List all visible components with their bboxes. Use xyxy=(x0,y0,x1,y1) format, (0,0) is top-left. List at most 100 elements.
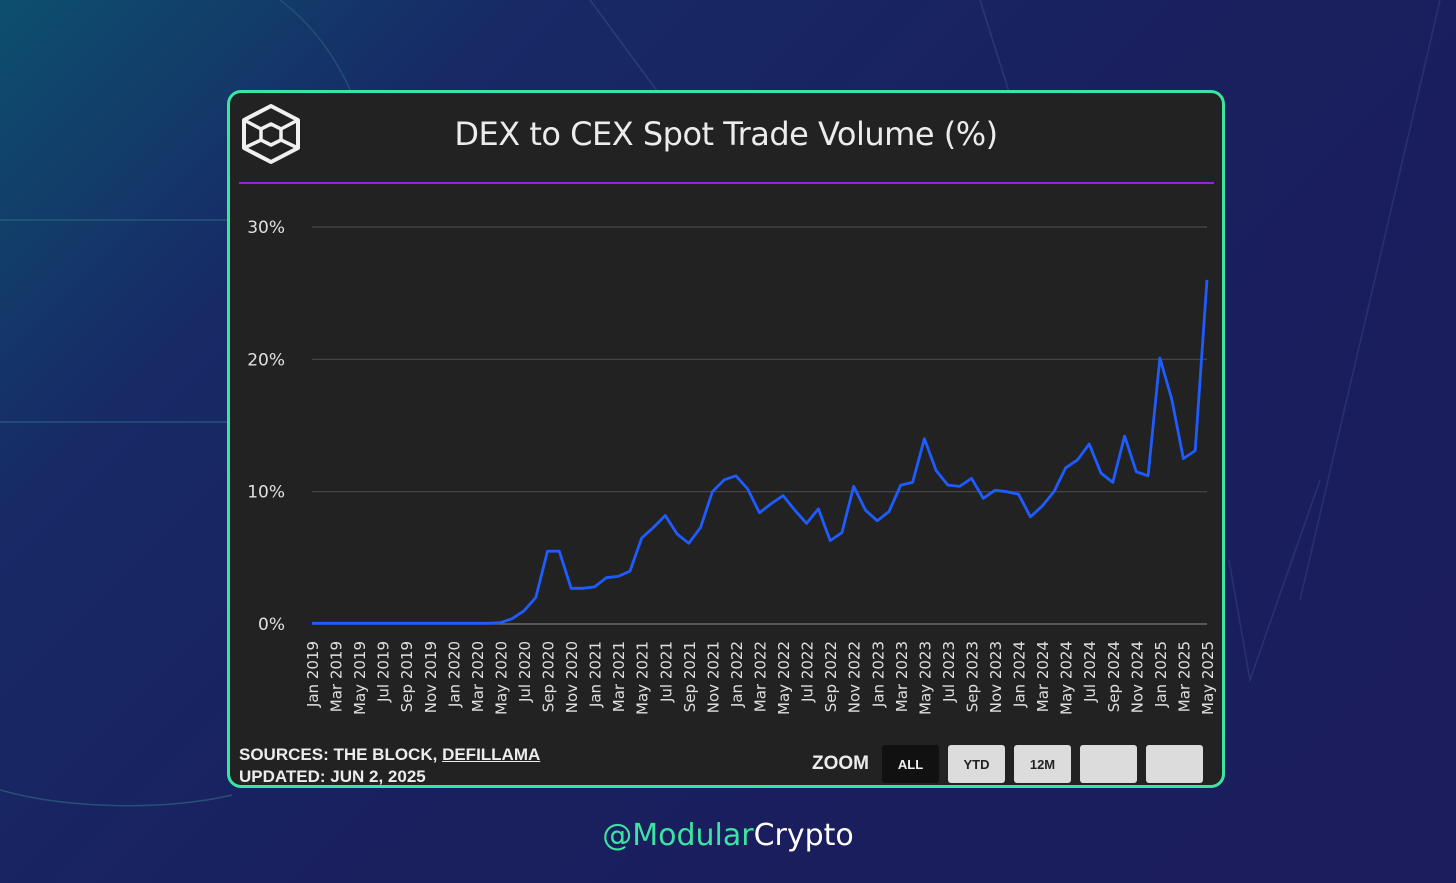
x-tick-label: Sep 2019 xyxy=(398,641,416,712)
x-tick-label: May 2021 xyxy=(634,641,652,715)
data-point xyxy=(1110,479,1116,485)
data-point xyxy=(1180,456,1186,462)
zoom-controls: ZOOM ALL YTD 12M xyxy=(812,745,1212,783)
x-tick-label: Jul 2021 xyxy=(657,641,675,703)
x-tick-label: May 2020 xyxy=(492,641,510,715)
data-point xyxy=(757,510,763,516)
data-point xyxy=(403,620,409,626)
data-point xyxy=(921,436,927,442)
zoom-label: ZOOM xyxy=(812,753,869,774)
data-point xyxy=(745,486,751,492)
data-point xyxy=(910,479,916,485)
data-point xyxy=(945,482,951,488)
x-tick-label: May 2019 xyxy=(351,641,369,715)
data-point xyxy=(545,548,551,554)
data-point xyxy=(1145,473,1151,479)
data-point xyxy=(1192,448,1198,454)
data-point xyxy=(603,575,609,581)
x-tick-label: Mar 2024 xyxy=(1034,641,1052,712)
data-point xyxy=(439,620,445,626)
data-point xyxy=(1051,489,1057,495)
x-tick-label: Jul 2020 xyxy=(516,641,534,703)
x-tick-label: May 2022 xyxy=(775,641,793,715)
data-point xyxy=(968,475,974,481)
y-tick-label: 20% xyxy=(247,350,285,370)
zoom-ytd-button[interactable]: YTD xyxy=(948,745,1005,783)
x-tick-label: Sep 2021 xyxy=(681,641,699,712)
data-point xyxy=(721,477,727,483)
x-tick-label: Mar 2022 xyxy=(752,641,770,712)
data-point xyxy=(804,520,810,526)
x-tick-label: Jan 2024 xyxy=(1011,641,1029,708)
data-point xyxy=(733,473,739,479)
data-point xyxy=(344,620,350,626)
sources-line: SOURCES: THE BLOCK, DEFILLAMA xyxy=(239,744,540,766)
data-point xyxy=(497,620,503,626)
zoom-blank-button-1[interactable] xyxy=(1080,745,1137,783)
data-point xyxy=(615,573,621,579)
data-point xyxy=(556,548,562,554)
data-point xyxy=(427,620,433,626)
x-tick-label: May 2023 xyxy=(916,641,934,715)
data-point xyxy=(1157,355,1163,361)
x-tick-label: Mar 2023 xyxy=(893,641,911,712)
data-point xyxy=(815,506,821,512)
x-tick-label: Nov 2021 xyxy=(704,641,722,713)
data-point xyxy=(486,620,492,626)
data-point xyxy=(639,535,645,541)
x-tick-label: Jul 2023 xyxy=(940,641,958,703)
zoom-blank-button-2[interactable] xyxy=(1146,745,1203,783)
defillama-link[interactable]: DEFILLAMA xyxy=(442,745,541,764)
x-tick-label: Jul 2024 xyxy=(1081,641,1099,703)
data-point xyxy=(1122,433,1128,439)
data-point xyxy=(356,620,362,626)
data-point xyxy=(521,608,527,614)
sources-block: SOURCES: THE BLOCK, DEFILLAMA UPDATED: J… xyxy=(239,744,540,786)
title-divider xyxy=(239,182,1214,184)
data-point xyxy=(709,489,715,495)
data-point xyxy=(874,518,880,524)
handle-rest: Crypto xyxy=(753,818,854,853)
zoom-12m-button[interactable]: 12M xyxy=(1014,745,1071,783)
x-tick-label: Nov 2024 xyxy=(1128,641,1146,713)
data-point xyxy=(592,584,598,590)
data-point xyxy=(980,495,986,501)
y-tick-label: 10% xyxy=(247,483,285,503)
data-point xyxy=(898,482,904,488)
data-point xyxy=(851,483,857,489)
data-point xyxy=(768,501,774,507)
data-point xyxy=(509,616,515,622)
data-point xyxy=(415,620,421,626)
data-point xyxy=(333,620,339,626)
data-point xyxy=(933,467,939,473)
x-tick-label: Mar 2019 xyxy=(328,641,346,712)
x-tick-label: Mar 2020 xyxy=(469,641,487,712)
x-tick-label: Jul 2022 xyxy=(799,641,817,703)
data-point xyxy=(1133,469,1139,475)
x-tick-label: Sep 2022 xyxy=(822,641,840,712)
y-tick-label: 0% xyxy=(258,615,285,635)
x-tick-label: Jul 2019 xyxy=(375,641,393,703)
data-point xyxy=(1039,503,1045,509)
data-point xyxy=(1027,514,1033,520)
data-point xyxy=(1004,489,1010,495)
x-tick-label: Mar 2025 xyxy=(1175,641,1193,712)
author-handle: @ModularCrypto xyxy=(0,818,1456,853)
data-point xyxy=(368,620,374,626)
data-point xyxy=(686,540,692,546)
data-point xyxy=(450,620,456,626)
data-point xyxy=(1074,457,1080,463)
updated-date: UPDATED: JUN 2, 2025 xyxy=(239,767,426,786)
zoom-all-button[interactable]: ALL xyxy=(882,745,939,783)
data-point xyxy=(780,493,786,499)
the-block-cube-icon xyxy=(242,104,300,164)
x-tick-label: Nov 2020 xyxy=(563,641,581,713)
sources-prefix: SOURCES: THE BLOCK, xyxy=(239,745,443,764)
data-point xyxy=(309,620,315,626)
data-point xyxy=(380,620,386,626)
data-point xyxy=(1086,441,1092,447)
x-tick-label: Jan 2025 xyxy=(1152,641,1170,708)
data-point xyxy=(568,585,574,591)
data-point xyxy=(533,595,539,601)
chart-title: DEX to CEX Spot Trade Volume (%) xyxy=(454,115,998,153)
